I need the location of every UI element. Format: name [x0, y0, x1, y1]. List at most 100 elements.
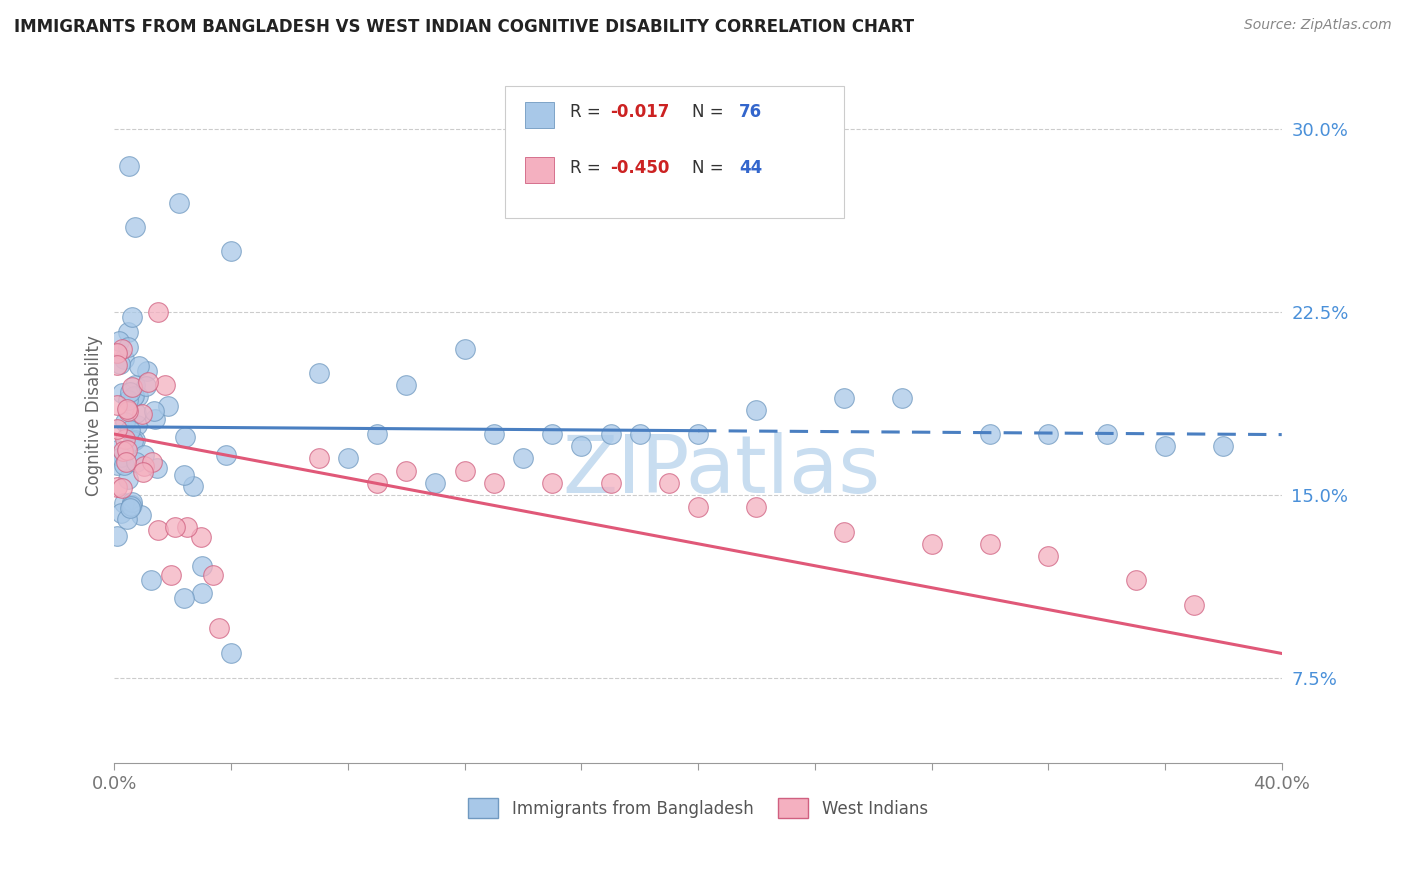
Point — [512, 451, 534, 466]
FancyBboxPatch shape — [506, 86, 844, 218]
Y-axis label: Cognitive Disability: Cognitive Disability — [86, 335, 103, 496]
Text: N =: N = — [692, 103, 730, 121]
Point — [686, 500, 709, 515]
Text: IMMIGRANTS FROM BANGLADESH VS WEST INDIAN COGNITIVE DISABILITY CORRELATION CHART: IMMIGRANTS FROM BANGLADESH VS WEST INDIA… — [14, 18, 914, 36]
Point — [308, 451, 330, 466]
Point — [482, 475, 505, 490]
Point — [117, 472, 139, 486]
Point — [121, 498, 143, 512]
Point — [156, 400, 179, 414]
Point — [891, 391, 914, 405]
Point — [105, 358, 128, 372]
Point — [114, 455, 136, 469]
Point — [143, 411, 166, 425]
Point — [112, 352, 135, 367]
Point — [125, 455, 148, 469]
Point — [128, 359, 150, 374]
Point — [142, 404, 165, 418]
Point — [117, 404, 139, 418]
Point — [191, 585, 214, 599]
Text: -0.450: -0.450 — [610, 159, 669, 177]
Point — [686, 427, 709, 442]
Point — [173, 467, 195, 482]
Point — [1095, 427, 1118, 442]
Point — [135, 378, 157, 392]
Point — [176, 520, 198, 534]
Point — [121, 390, 143, 404]
Point — [134, 459, 156, 474]
Point — [1125, 574, 1147, 588]
Point — [336, 451, 359, 466]
Point — [129, 508, 152, 522]
Text: 76: 76 — [740, 103, 762, 121]
Bar — [526, 102, 554, 128]
Point — [979, 427, 1001, 442]
Text: ZIPatlas: ZIPatlas — [562, 433, 880, 510]
Point — [110, 450, 132, 464]
Point — [111, 342, 134, 356]
Point — [105, 528, 128, 542]
Legend: Immigrants from Bangladesh, West Indians: Immigrants from Bangladesh, West Indians — [461, 792, 935, 824]
Point — [112, 458, 135, 472]
Point — [181, 479, 204, 493]
Point — [114, 432, 136, 446]
Point — [1154, 439, 1177, 453]
Point — [110, 506, 132, 520]
Point — [173, 591, 195, 606]
Point — [132, 448, 155, 462]
Text: 44: 44 — [740, 159, 762, 177]
Point — [115, 443, 138, 458]
Point — [105, 479, 128, 493]
Point — [599, 475, 621, 490]
Point — [308, 366, 330, 380]
Point — [921, 537, 943, 551]
Point — [745, 500, 768, 515]
Point — [117, 340, 139, 354]
Point — [135, 363, 157, 377]
Point — [110, 357, 132, 371]
Point — [124, 378, 146, 392]
Point — [366, 475, 388, 490]
Point — [1038, 427, 1060, 442]
Point — [105, 421, 128, 435]
Point — [117, 325, 139, 339]
Point — [136, 375, 159, 389]
Point — [208, 621, 231, 635]
Point — [146, 460, 169, 475]
Point — [124, 433, 146, 447]
Point — [745, 402, 768, 417]
Point — [219, 244, 242, 259]
Point — [112, 496, 135, 510]
Point — [541, 475, 564, 490]
Point — [122, 389, 145, 403]
Point — [569, 439, 592, 453]
Point — [110, 481, 132, 495]
Point — [105, 398, 128, 412]
Point — [395, 378, 418, 392]
Point — [105, 442, 128, 457]
Point — [112, 444, 135, 458]
Point — [114, 415, 136, 429]
Text: R =: R = — [569, 159, 606, 177]
Point — [541, 427, 564, 442]
Point — [146, 523, 169, 537]
Point — [832, 391, 855, 405]
Point — [124, 219, 146, 234]
Point — [115, 511, 138, 525]
Point — [105, 346, 128, 360]
Point — [190, 531, 212, 545]
Point — [658, 475, 681, 490]
Bar — [526, 157, 554, 183]
Point — [122, 434, 145, 449]
Point — [482, 427, 505, 442]
Point — [120, 384, 142, 399]
Point — [160, 568, 183, 582]
Point — [132, 465, 155, 479]
Point — [118, 159, 141, 173]
Point — [131, 407, 153, 421]
Point — [105, 458, 128, 473]
Point — [219, 647, 242, 661]
Point — [173, 430, 195, 444]
Text: Source: ZipAtlas.com: Source: ZipAtlas.com — [1244, 18, 1392, 32]
Point — [118, 501, 141, 516]
